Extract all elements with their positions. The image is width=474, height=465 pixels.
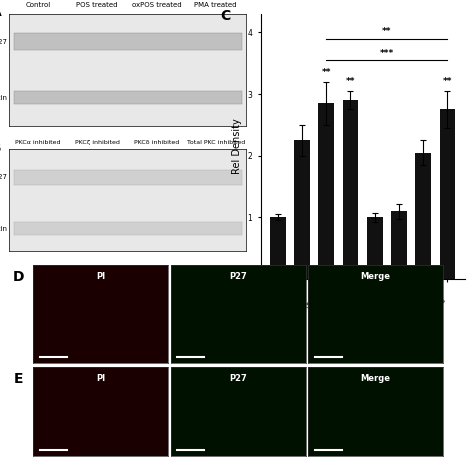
Text: Control: Control xyxy=(25,2,51,8)
Text: PKCα inhibited: PKCα inhibited xyxy=(15,140,61,145)
Text: **: ** xyxy=(443,77,452,86)
Text: PKCδ inhibited: PKCδ inhibited xyxy=(134,140,179,145)
Text: **: ** xyxy=(346,77,355,86)
Text: PMA treated: PMA treated xyxy=(194,2,237,8)
Text: B: B xyxy=(0,140,1,155)
Text: β actin: β actin xyxy=(0,226,7,232)
Text: oxPOS treated: oxPOS treated xyxy=(132,2,181,8)
FancyBboxPatch shape xyxy=(14,222,242,235)
Text: E: E xyxy=(14,372,24,386)
Text: PKCζ inhibited: PKCζ inhibited xyxy=(75,140,119,145)
Text: P27: P27 xyxy=(229,272,247,281)
Bar xyxy=(391,211,407,279)
Text: P27: P27 xyxy=(0,39,7,45)
Bar xyxy=(270,217,286,279)
Bar xyxy=(294,140,310,279)
Text: D: D xyxy=(13,270,25,284)
Text: A: A xyxy=(0,5,1,19)
Text: PI: PI xyxy=(96,373,105,383)
Text: C: C xyxy=(220,9,230,23)
Y-axis label: Rel Density: Rel Density xyxy=(232,119,242,174)
Bar xyxy=(367,217,383,279)
Text: **: ** xyxy=(382,27,392,36)
Text: P27: P27 xyxy=(0,174,7,180)
FancyBboxPatch shape xyxy=(14,91,242,104)
Bar xyxy=(439,109,455,279)
Text: Merge: Merge xyxy=(361,373,391,383)
Bar xyxy=(319,103,334,279)
Text: ***: *** xyxy=(380,49,394,58)
FancyBboxPatch shape xyxy=(14,170,242,185)
Bar xyxy=(343,100,358,279)
Text: Merge: Merge xyxy=(361,272,391,281)
Text: PI: PI xyxy=(96,272,105,281)
Text: P27: P27 xyxy=(229,373,247,383)
Text: POS treated: POS treated xyxy=(76,2,118,8)
X-axis label: Treatments: Treatments xyxy=(335,332,390,341)
Text: β actin: β actin xyxy=(0,95,7,100)
Text: **: ** xyxy=(321,68,331,77)
FancyBboxPatch shape xyxy=(14,33,242,50)
Text: Total PKC inhibited: Total PKC inhibited xyxy=(187,140,245,145)
Bar xyxy=(415,153,431,279)
